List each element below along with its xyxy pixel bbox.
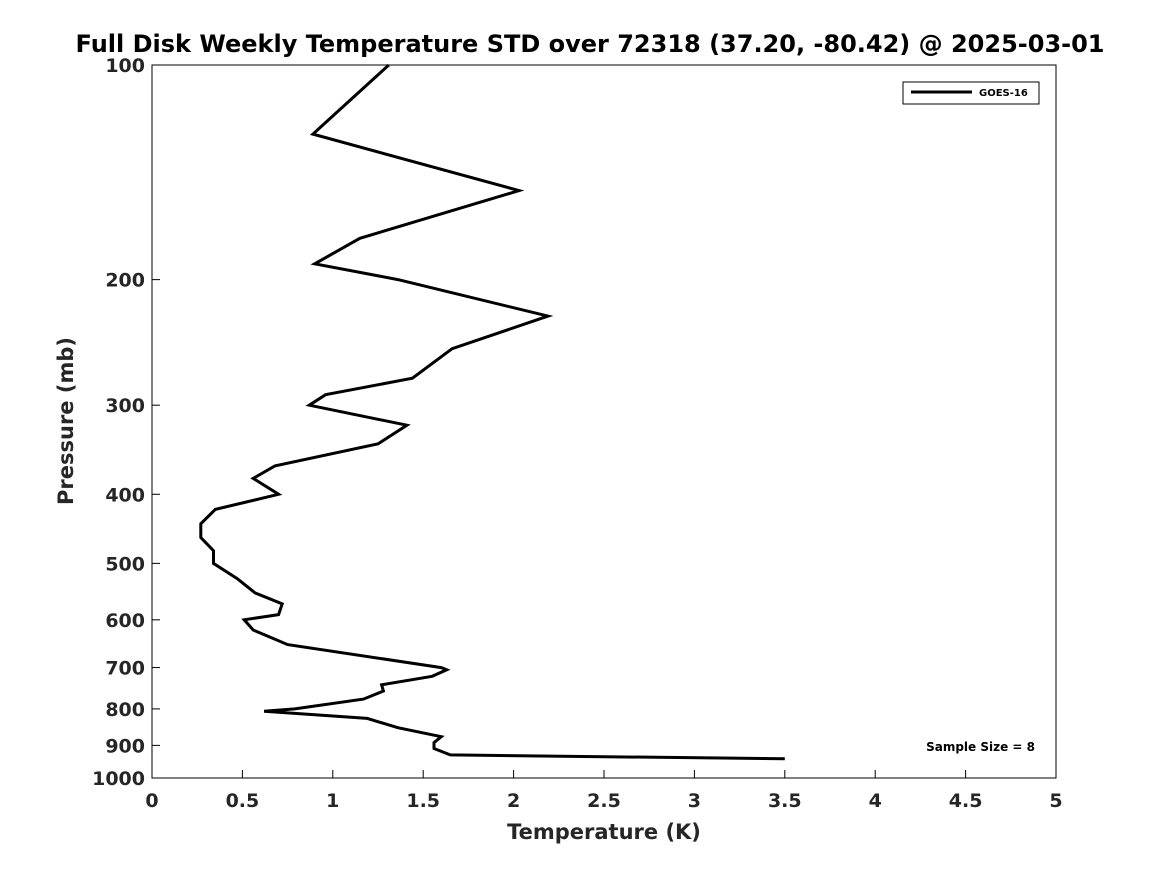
chart-title: Full Disk Weekly Temperature STD over 72… <box>76 30 1105 58</box>
x-tick-label: 3 <box>688 790 701 812</box>
y-tick-label: 700 <box>105 658 145 680</box>
sample-size-annotation: Sample Size = 8 <box>926 740 1035 754</box>
x-tick-label: 3.5 <box>768 790 802 812</box>
y-tick-label: 200 <box>105 270 145 292</box>
x-tick-label: 1.5 <box>406 790 440 812</box>
x-tick-label: 5 <box>1049 790 1062 812</box>
y-tick-label: 300 <box>105 395 145 417</box>
x-tick-label: 0 <box>145 790 158 812</box>
y-tick-label: 400 <box>105 484 145 506</box>
x-tick-label: 4.5 <box>949 790 983 812</box>
plot-area-frame <box>151 64 1057 779</box>
y-tick-label: 900 <box>105 735 145 757</box>
x-tick-label: 1 <box>326 790 339 812</box>
y-tick-label: 500 <box>105 553 145 575</box>
y-tick-label: 1000 <box>92 768 145 790</box>
series-line-goes-16 <box>199 63 785 761</box>
x-tick-label: 2 <box>507 790 520 812</box>
x-tick-label: 0.5 <box>226 790 260 812</box>
x-axis-label: Temperature (K) <box>507 820 701 844</box>
x-axis: 0 0.5 1 1.5 2 2.5 3 3.5 4 4.5 5 <box>145 770 1063 812</box>
legend: GOES-16 <box>902 81 1040 105</box>
legend-label-goes-16: GOES-16 <box>979 88 1028 99</box>
x-tick-label: 4 <box>869 790 882 812</box>
x-tick-label: 2.5 <box>587 790 621 812</box>
y-axis: 100 200 300 400 500 600 700 800 900 1000 <box>92 55 160 790</box>
y-tick-label: 600 <box>105 610 145 632</box>
y-axis-label: Pressure (mb) <box>54 337 78 505</box>
y-tick-label: 800 <box>105 699 145 721</box>
y-tick-label: 100 <box>105 55 145 77</box>
